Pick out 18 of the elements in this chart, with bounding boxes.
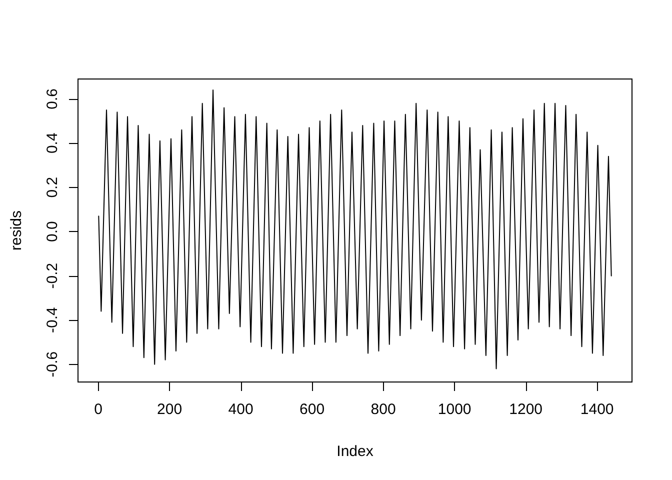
y-tick-label: 0.0 <box>44 221 61 242</box>
y-tick-label: 0.4 <box>44 132 61 154</box>
y-tick-label: 0.6 <box>44 88 61 110</box>
x-tick-label: 600 <box>300 401 325 418</box>
x-tick-label: 1400 <box>580 401 614 418</box>
x-tick-label: 400 <box>228 401 254 418</box>
x-tick-label: 1200 <box>509 401 543 418</box>
line-series <box>98 90 612 370</box>
x-tick-label: 200 <box>157 401 182 418</box>
x-tick-label: 1000 <box>438 401 472 418</box>
y-axis-title: resids <box>8 210 25 251</box>
y-tick-label: 0.2 <box>44 176 61 198</box>
x-axis-title: Index <box>336 443 374 460</box>
y-tick-label: -0.6 <box>44 351 61 378</box>
x-tick-label: 0 <box>94 401 102 418</box>
y-tick-label: -0.2 <box>44 262 61 289</box>
x-tick-label: 800 <box>370 401 396 418</box>
y-tick-label: -0.4 <box>44 307 61 334</box>
